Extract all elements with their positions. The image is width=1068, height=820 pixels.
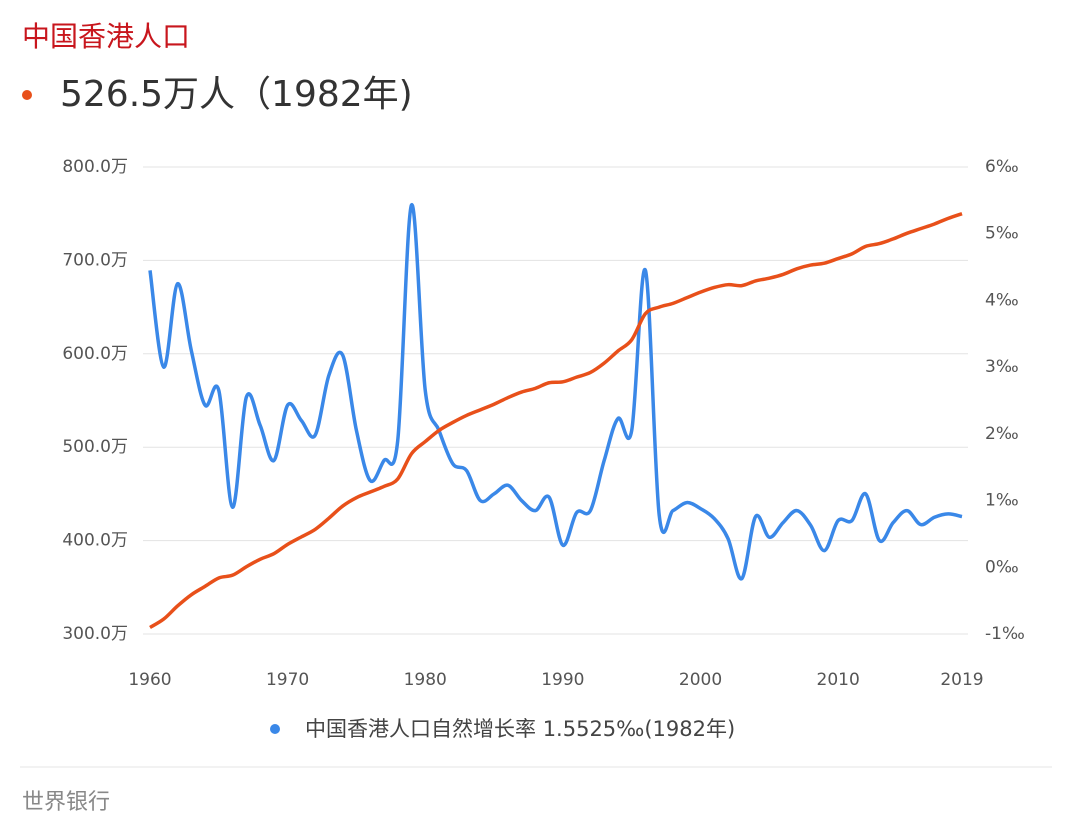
y-tick-label: 700.0万 [62, 250, 128, 270]
y-tick-label: 600.0万 [62, 344, 128, 364]
y2-tick-label: 2‰ [985, 424, 1019, 444]
legend: 中国香港人口自然增长率 1.5525‰(1982年) [305, 717, 735, 741]
legend-dot [270, 724, 280, 734]
x-tick-label: 1990 [541, 670, 584, 690]
y-tick-label: 400.0万 [62, 531, 128, 551]
legend-value: 1.5525‰(1982年) [543, 717, 736, 741]
y-tick-label: 300.0万 [62, 624, 128, 644]
y2-tick-label: 6‰ [985, 157, 1019, 177]
x-tick-label: 1960 [128, 670, 171, 690]
y-tick-label: 800.0万 [62, 157, 128, 177]
y2-tick-label: 5‰ [985, 224, 1019, 244]
y-tick-label: 500.0万 [62, 437, 128, 457]
x-tick-label: 2010 [817, 670, 860, 690]
y2-tick-label: 1‰ [985, 491, 1019, 511]
source: 世界银行 [22, 790, 110, 815]
series-line [149, 212, 963, 629]
x-tick-label: 1980 [404, 670, 447, 690]
highlight: 526.5万人（1982年) [60, 74, 413, 115]
x-tick-label: 2019 [940, 670, 983, 690]
y2-tick-label: 3‰ [985, 357, 1019, 377]
x-tick-label: 1970 [266, 670, 309, 690]
x-tick-label: 2000 [679, 670, 722, 690]
series-line [148, 203, 963, 581]
y2-tick-label: -1‰ [985, 624, 1025, 644]
legend-label: 中国香港人口自然增长率 [305, 717, 536, 741]
y2-tick-label: 0‰ [985, 557, 1019, 577]
highlight-dot [22, 90, 32, 100]
y2-tick-label: 4‰ [985, 290, 1019, 310]
chart-title: 中国香港人口 [22, 20, 190, 53]
